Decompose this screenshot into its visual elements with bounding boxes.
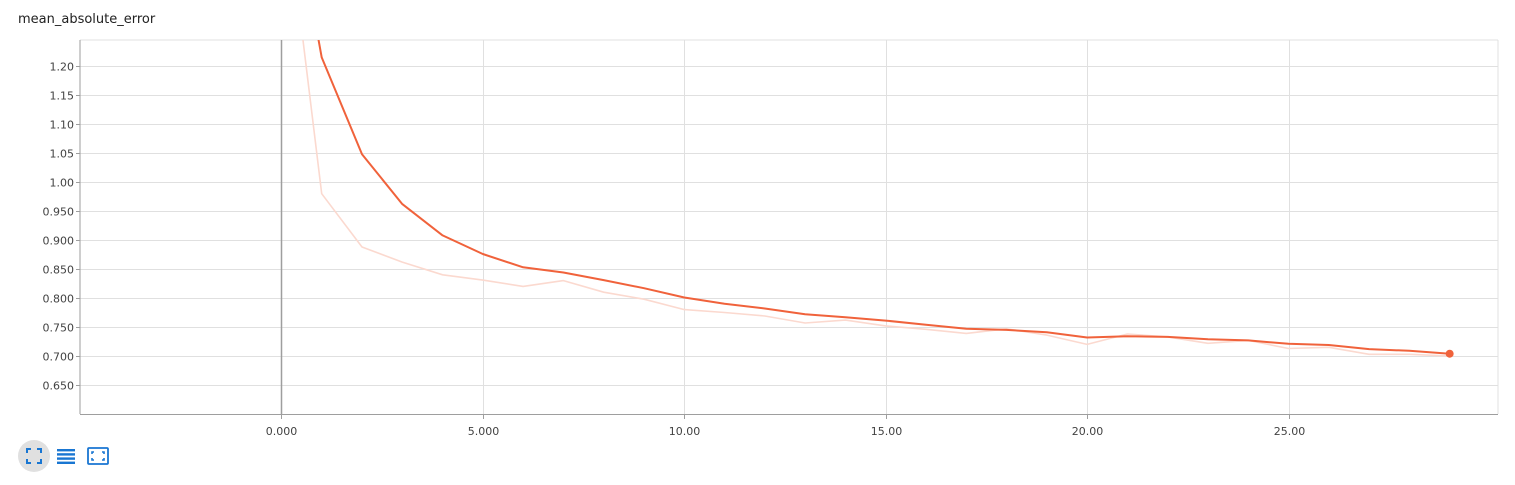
x-tick-label: 0.000 xyxy=(266,425,298,438)
expand-chart-button[interactable] xyxy=(18,440,50,472)
y-tick-label: 0.850 xyxy=(43,264,75,277)
series-endpoint-marker xyxy=(1445,349,1454,358)
y-tick-label: 0.950 xyxy=(43,206,75,219)
x-tick-label: 5.000 xyxy=(468,425,500,438)
chart-toolbar xyxy=(18,440,114,472)
expand-chart-icon xyxy=(26,448,42,464)
y-tick-label: 0.650 xyxy=(43,380,75,393)
fit-domain-button[interactable] xyxy=(82,440,114,472)
fit-domain-icon xyxy=(87,447,109,465)
x-tick-label: 10.00 xyxy=(669,425,701,438)
y-tick-label: 1.15 xyxy=(50,90,75,103)
y-tick-label: 1.00 xyxy=(50,177,75,190)
y-tick-label: 0.800 xyxy=(43,293,75,306)
y-tick-label: 0.900 xyxy=(43,235,75,248)
y-tick-label: 0.700 xyxy=(43,351,75,364)
chart-grid xyxy=(80,39,1499,414)
chart-title: mean_absolute_error xyxy=(18,12,156,27)
y-tick-label: 1.10 xyxy=(50,119,75,132)
chart-axes xyxy=(76,40,1498,419)
y-tick-label: 1.20 xyxy=(50,61,75,74)
x-tick-label: 25.00 xyxy=(1274,425,1306,438)
series-line-raw xyxy=(302,40,1451,357)
tick-labels: 0.650 0.700 0.750 0.800 0.850 0.900 0.950 1.00 1… xyxy=(43,61,1306,439)
toggle-log-scale-icon xyxy=(57,449,75,464)
toggle-log-scale-button[interactable] xyxy=(50,440,82,472)
x-tick-label: 20.00 xyxy=(1072,425,1104,438)
series-line-smoothed xyxy=(317,40,1451,355)
y-tick-label: 1.05 xyxy=(50,148,75,161)
y-tick-label: 0.750 xyxy=(43,322,75,335)
chart-series xyxy=(302,40,1454,358)
x-tick-label: 15.00 xyxy=(871,425,903,438)
